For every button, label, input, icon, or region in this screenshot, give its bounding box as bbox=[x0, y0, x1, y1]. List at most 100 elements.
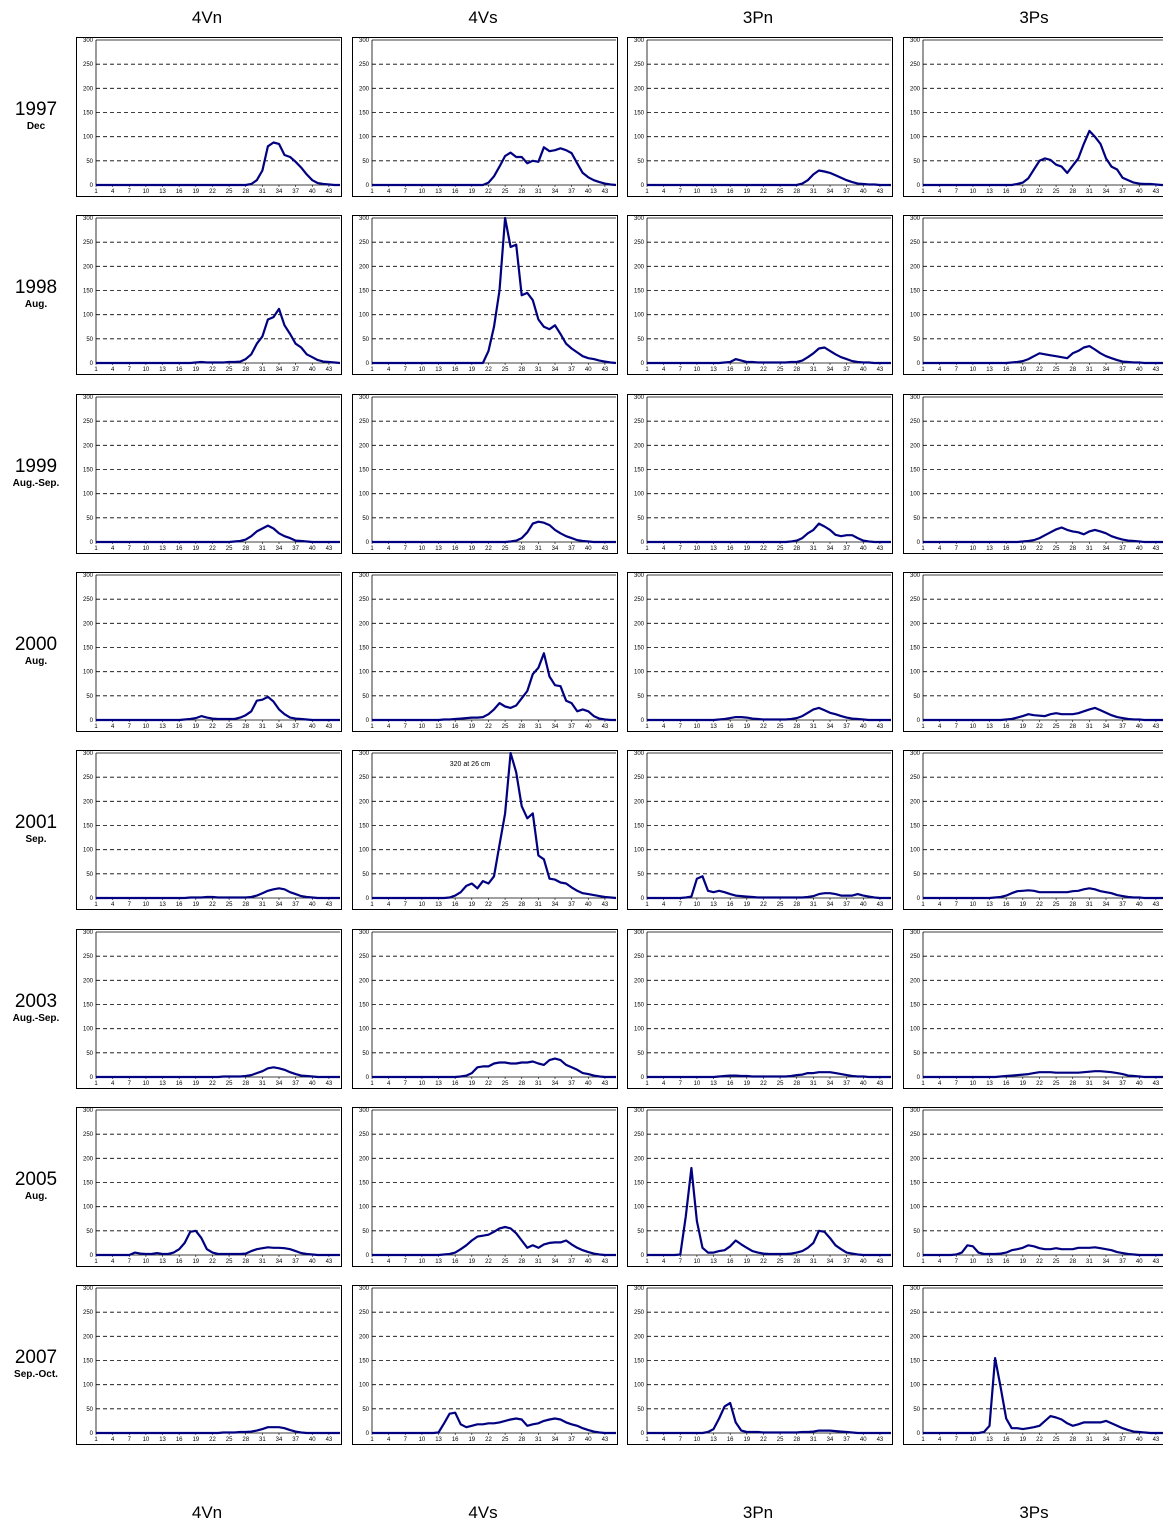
panel-1999-3Pn: 0 50 100 150 200 250 300 1 4 7 10 13 16 19 22 25 28 31 34 3… bbox=[627, 393, 893, 554]
panel-2003-4Vs: 0 50 100 150 200 250 300 1 4 7 10 13 16 19 22 25 28 31 34 3… bbox=[352, 928, 618, 1089]
x-tick-label: 28 bbox=[1069, 1259, 1076, 1265]
panel-2005-4Vs: 0 50 100 150 200 250 300 1 4 7 10 13 16 19 22 25 28 31 34 3… bbox=[352, 1106, 618, 1267]
series-line-1999-3Ps bbox=[923, 525, 1163, 543]
row-period: Aug. bbox=[24, 299, 48, 311]
x-tick-label: 28 bbox=[518, 724, 525, 730]
y-tick-label: 0 bbox=[90, 361, 94, 367]
y-tick-label: 50 bbox=[637, 1407, 644, 1413]
x-tick-label: 22 bbox=[209, 724, 216, 730]
x-tick-label: 37 bbox=[568, 902, 575, 908]
x-tick-label: 34 bbox=[1103, 1437, 1110, 1443]
x-tick-label: 34 bbox=[827, 1259, 834, 1265]
x-tick-label: 16 bbox=[452, 1259, 459, 1265]
y-tick-label: 0 bbox=[917, 1253, 921, 1259]
x-tick-label: 37 bbox=[568, 724, 575, 730]
x-tick-label: 43 bbox=[602, 724, 609, 730]
x-tick-label: 13 bbox=[435, 189, 442, 195]
x-tick-label: 19 bbox=[468, 1081, 475, 1087]
panel-2000-4Vn: 0 50 100 150 200 250 300 1 4 7 10 13 16 19 22 25 28 31 34 3… bbox=[76, 571, 342, 732]
x-tick-label: 4 bbox=[938, 902, 942, 908]
y-tick-label: 300 bbox=[910, 38, 921, 44]
x-tick-label: 34 bbox=[276, 546, 283, 552]
x-tick-label: 4 bbox=[938, 1259, 942, 1265]
x-tick-label: 4 bbox=[111, 724, 115, 730]
series-line-2003-3Pn bbox=[647, 1070, 891, 1078]
y-tick-label: 0 bbox=[641, 540, 645, 546]
y-tick-label: 100 bbox=[359, 670, 370, 676]
row-label-1999: 1999 Aug.-Sep. bbox=[0, 456, 72, 490]
x-tick-label: 34 bbox=[276, 1437, 283, 1443]
panel-2007-3Pn: 0 50 100 150 200 250 300 1 4 7 10 13 16 19 22 25 28 31 34 3… bbox=[627, 1285, 893, 1446]
x-tick-label: 43 bbox=[877, 724, 884, 730]
x-tick-label: 10 bbox=[419, 367, 426, 373]
y-tick-label: 250 bbox=[634, 62, 645, 68]
x-tick-label: 31 bbox=[810, 902, 817, 908]
x-tick-label: 13 bbox=[159, 1259, 166, 1265]
x-tick-label: 13 bbox=[435, 724, 442, 730]
x-tick-label: 22 bbox=[209, 1259, 216, 1265]
y-tick-label: 150 bbox=[634, 467, 645, 473]
x-tick-label: 34 bbox=[1103, 1259, 1110, 1265]
series-line-1998-4Vn bbox=[96, 308, 341, 365]
y-tick-label: 200 bbox=[910, 621, 921, 627]
x-tick-label: 1 bbox=[921, 189, 925, 195]
x-tick-label: 13 bbox=[159, 1437, 166, 1443]
x-tick-label: 28 bbox=[1069, 367, 1076, 373]
x-tick-label: 1 bbox=[921, 546, 925, 552]
row-period: Sep. bbox=[25, 834, 47, 846]
panel-1998-3Ps: 0 50 100 150 200 250 300 1 4 7 10 13 16 19 22 25 28 31 34 3… bbox=[903, 215, 1163, 376]
x-tick-label: 31 bbox=[1086, 724, 1093, 730]
x-tick-label: 25 bbox=[502, 546, 509, 552]
x-tick-label: 34 bbox=[1103, 546, 1110, 552]
x-tick-label: 10 bbox=[143, 1437, 150, 1443]
x-tick-label: 43 bbox=[877, 189, 884, 195]
x-tick-label: 1 bbox=[370, 1081, 374, 1087]
x-tick-label: 40 bbox=[309, 1259, 316, 1265]
x-tick-label: 19 bbox=[743, 546, 750, 552]
x-tick-label: 37 bbox=[292, 902, 299, 908]
y-tick-label: 200 bbox=[359, 978, 370, 984]
y-tick-label: 100 bbox=[634, 848, 645, 854]
x-tick-label: 1 bbox=[94, 546, 98, 552]
y-tick-label: 200 bbox=[634, 621, 645, 627]
x-tick-label: 31 bbox=[1086, 189, 1093, 195]
y-tick-label: 250 bbox=[359, 419, 370, 425]
y-tick-label: 0 bbox=[641, 1075, 645, 1081]
y-tick-label: 300 bbox=[359, 38, 370, 44]
y-tick-label: 150 bbox=[910, 111, 921, 117]
x-tick-label: 40 bbox=[585, 1437, 592, 1443]
y-tick-label: 200 bbox=[910, 800, 921, 806]
panel-frame bbox=[627, 750, 893, 911]
y-tick-label: 50 bbox=[637, 159, 644, 165]
x-tick-label: 25 bbox=[226, 367, 233, 373]
series-line-2000-3Ps bbox=[923, 706, 1163, 721]
y-tick-label: 150 bbox=[634, 824, 645, 830]
series-line-2007-3Ps bbox=[923, 1357, 1163, 1435]
x-tick-label: 1 bbox=[94, 902, 98, 908]
panel-frame bbox=[903, 37, 1163, 197]
x-tick-label: 43 bbox=[602, 902, 609, 908]
x-tick-label: 10 bbox=[419, 902, 426, 908]
x-tick-label: 25 bbox=[777, 546, 784, 552]
x-tick-label: 34 bbox=[1103, 1081, 1110, 1087]
x-tick-label: 34 bbox=[552, 1259, 559, 1265]
x-tick-label: 19 bbox=[1019, 1259, 1026, 1265]
panel-frame bbox=[903, 1106, 1163, 1267]
series-line-2005-3Pn bbox=[647, 1166, 891, 1256]
x-tick-label: 37 bbox=[568, 1259, 575, 1265]
x-tick-label: 10 bbox=[970, 367, 977, 373]
y-tick-label: 150 bbox=[83, 111, 94, 117]
x-tick-label: 1 bbox=[94, 1081, 98, 1087]
y-tick-label: 150 bbox=[634, 289, 645, 295]
x-tick-label: 28 bbox=[518, 1259, 525, 1265]
y-tick-label: 150 bbox=[359, 1002, 370, 1008]
x-tick-label: 7 bbox=[128, 1259, 132, 1265]
x-tick-label: 25 bbox=[1053, 724, 1060, 730]
y-tick-label: 150 bbox=[634, 111, 645, 117]
y-tick-label: 50 bbox=[362, 1407, 369, 1413]
y-tick-label: 250 bbox=[910, 419, 921, 425]
y-tick-label: 0 bbox=[90, 540, 94, 546]
x-tick-label: 31 bbox=[259, 367, 266, 373]
x-tick-label: 28 bbox=[1069, 189, 1076, 195]
y-tick-label: 200 bbox=[83, 265, 94, 271]
